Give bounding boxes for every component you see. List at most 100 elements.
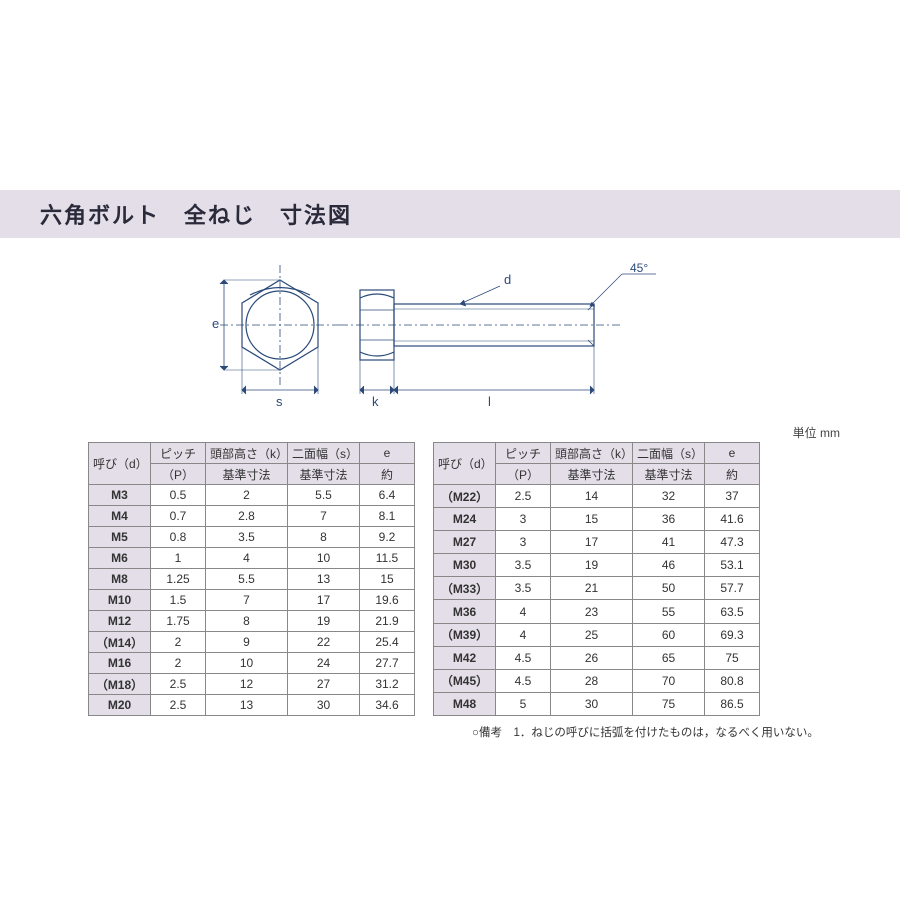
- cell-p: 2: [151, 632, 206, 653]
- cell-s: 46: [633, 554, 705, 577]
- table-row: M364235563.5: [434, 600, 760, 623]
- cell-name: M27: [434, 531, 496, 554]
- cell-e: 41.6: [705, 508, 760, 531]
- cell-e: 27.7: [360, 653, 415, 674]
- cell-e: 25.4: [360, 632, 415, 653]
- tbody-left: M30.525.56.4M40.72.878.1M50.83.589.2M614…: [89, 485, 415, 716]
- table-row: M101.571719.6: [89, 590, 415, 611]
- cell-name: M30: [434, 554, 496, 577]
- col-s-bot: 基準寸法: [288, 464, 360, 485]
- col-pitch-bot: （P）: [151, 464, 206, 485]
- hex-front-view: [220, 265, 340, 394]
- col-e-top: e: [705, 443, 760, 464]
- table-row: M162102427.7: [89, 653, 415, 674]
- col-name: 呼び（d）: [434, 443, 496, 485]
- cell-s: 10: [288, 548, 360, 569]
- cell-name: M5: [89, 527, 151, 548]
- cell-p: 1.25: [151, 569, 206, 590]
- cell-k: 7: [206, 590, 288, 611]
- cell-s: 27: [288, 674, 360, 695]
- cell-p: 3: [496, 531, 551, 554]
- unit-label: 単位 mm: [793, 424, 840, 441]
- cell-name: M16: [89, 653, 151, 674]
- cell-s: 50: [633, 577, 705, 600]
- col-s-top: 二面幅（s）: [633, 443, 705, 464]
- cell-k: 21: [551, 577, 633, 600]
- cell-e: 37: [705, 485, 760, 508]
- table-row: （M14）292225.4: [89, 632, 415, 653]
- cell-s: 17: [288, 590, 360, 611]
- bolt-side-view: [340, 274, 656, 394]
- cell-s: 19: [288, 611, 360, 632]
- cell-k: 13: [206, 695, 288, 716]
- cell-p: 1.5: [151, 590, 206, 611]
- cell-name: （M33）: [434, 577, 496, 600]
- cell-k: 5.5: [206, 569, 288, 590]
- col-pitch-bot: （P）: [496, 464, 551, 485]
- cell-e: 34.6: [360, 695, 415, 716]
- cell-s: 8: [288, 527, 360, 548]
- table-row: M50.83.589.2: [89, 527, 415, 548]
- cell-p: 2: [151, 653, 206, 674]
- title-text: 六角ボルト 全ねじ 寸法図: [40, 198, 352, 230]
- spec-tables: 呼び（d） ピッチ 頭部高さ（k） 二面幅（s） e （P） 基準寸法 基準寸法…: [88, 442, 760, 716]
- cell-s: 36: [633, 508, 705, 531]
- label-k: k: [372, 394, 379, 409]
- label-s: s: [276, 394, 283, 409]
- cell-e: 21.9: [360, 611, 415, 632]
- table-row: M424.5266575: [434, 646, 760, 669]
- cell-k: 3.5: [206, 527, 288, 548]
- bolt-diagram: e s k l d 45°: [210, 260, 690, 420]
- table-row: （M45）4.5287080.8: [434, 669, 760, 692]
- cell-e: 75: [705, 646, 760, 669]
- col-k-top: 頭部高さ（k）: [206, 443, 288, 464]
- cell-s: 5.5: [288, 485, 360, 506]
- cell-s: 65: [633, 646, 705, 669]
- table-row: （M39）4256069.3: [434, 623, 760, 646]
- cell-name: M10: [89, 590, 151, 611]
- cell-s: 22: [288, 632, 360, 653]
- col-k-bot: 基準寸法: [206, 464, 288, 485]
- cell-e: 15: [360, 569, 415, 590]
- cell-name: （M39）: [434, 623, 496, 646]
- cell-k: 10: [206, 653, 288, 674]
- cell-p: 1.75: [151, 611, 206, 632]
- cell-k: 26: [551, 646, 633, 669]
- cell-s: 60: [633, 623, 705, 646]
- cell-p: 0.7: [151, 506, 206, 527]
- cell-name: M8: [89, 569, 151, 590]
- table-row: M485307586.5: [434, 692, 760, 715]
- table-row: （M18）2.5122731.2: [89, 674, 415, 695]
- cell-k: 9: [206, 632, 288, 653]
- cell-e: 11.5: [360, 548, 415, 569]
- cell-k: 15: [551, 508, 633, 531]
- cell-p: 3.5: [496, 554, 551, 577]
- page-title: 六角ボルト 全ねじ 寸法図: [0, 190, 900, 238]
- col-pitch-top: ピッチ: [496, 443, 551, 464]
- cell-e: 47.3: [705, 531, 760, 554]
- cell-name: （M18）: [89, 674, 151, 695]
- cell-name: M36: [434, 600, 496, 623]
- col-s-bot: 基準寸法: [633, 464, 705, 485]
- cell-name: （M45）: [434, 669, 496, 692]
- bolt-diagram-svg: e s k l d 45°: [210, 260, 690, 420]
- cell-e: 53.1: [705, 554, 760, 577]
- cell-s: 55: [633, 600, 705, 623]
- col-pitch-top: ピッチ: [151, 443, 206, 464]
- cell-p: 2.5: [496, 485, 551, 508]
- cell-k: 14: [551, 485, 633, 508]
- cell-s: 75: [633, 692, 705, 715]
- cell-e: 19.6: [360, 590, 415, 611]
- cell-p: 3.5: [496, 577, 551, 600]
- table-row: M243153641.6: [434, 508, 760, 531]
- cell-name: M48: [434, 692, 496, 715]
- cell-p: 4.5: [496, 669, 551, 692]
- cell-name: M3: [89, 485, 151, 506]
- label-e: e: [212, 316, 219, 331]
- col-k-bot: 基準寸法: [551, 464, 633, 485]
- cell-k: 28: [551, 669, 633, 692]
- col-name: 呼び（d）: [89, 443, 151, 485]
- spec-table-right: 呼び（d） ピッチ 頭部高さ（k） 二面幅（s） e （P） 基準寸法 基準寸法…: [433, 442, 760, 716]
- cell-p: 2.5: [151, 695, 206, 716]
- col-s-top: 二面幅（s）: [288, 443, 360, 464]
